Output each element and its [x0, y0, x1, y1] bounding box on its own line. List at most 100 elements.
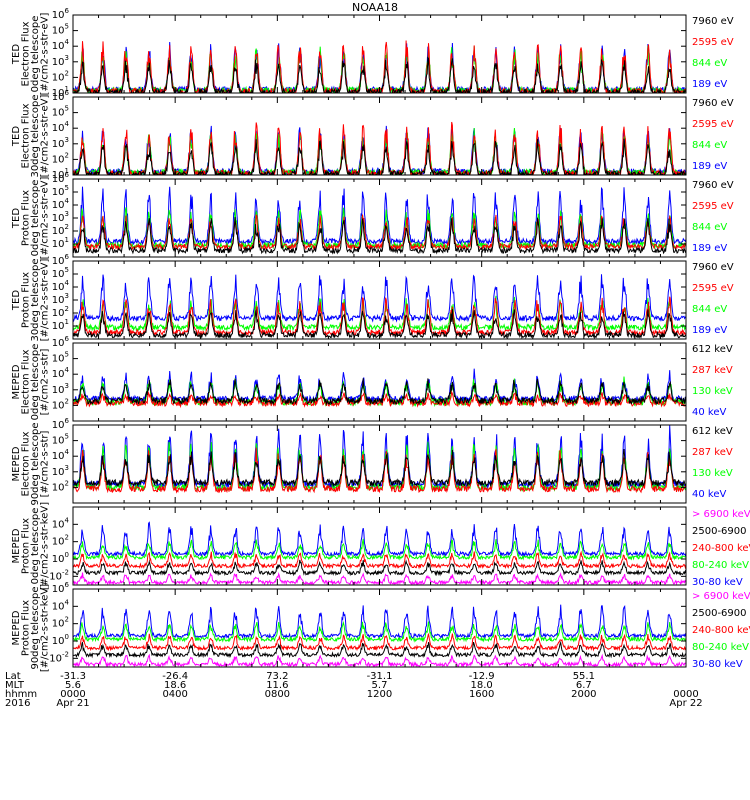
y-tick-label: 102: [52, 534, 69, 548]
y-axis-title-line: [#/cm2-s-str]: [39, 348, 50, 415]
y-tick-exponent: 4: [65, 197, 70, 205]
y-tick-label: 105: [52, 266, 69, 280]
y-axis-title-line: Proton Flux: [20, 518, 31, 574]
series-trace-2: [73, 45, 686, 93]
y-tick-exponent: 0: [65, 633, 69, 641]
panel-2-data: [73, 121, 686, 175]
y-tick-exponent: 2: [65, 616, 69, 624]
legend-entry: 7960 eV: [692, 262, 734, 273]
y-axis-title-line: MEPED: [11, 364, 22, 399]
y-tick-exponent: 6: [65, 335, 70, 343]
y-axis-title-line: Proton Flux: [20, 272, 31, 328]
legend-entry: 2595 eV: [692, 119, 734, 130]
y-axis-title-line: TED: [11, 290, 22, 311]
legend-entry: 189 eV: [692, 79, 727, 90]
y-tick-exponent: 1: [65, 85, 69, 93]
series-trace-2: [73, 620, 686, 643]
series-trace-4: [73, 559, 686, 577]
y-axis-title-line: TED: [11, 44, 22, 65]
series-trace-3: [73, 214, 686, 251]
y-tick-label: 102: [52, 616, 69, 630]
panel-frame: [72, 342, 687, 422]
y-axis-title-line: [#/cm2-s-str-eV]: [39, 259, 50, 342]
y-tick-label: 102: [52, 305, 69, 319]
y-axis-title: TEDElectron Flux0deg telescope[#/cm2-s-s…: [11, 13, 51, 96]
panel-6-data: [73, 425, 686, 494]
panel-frame: [72, 96, 687, 176]
y-axis-title-line: Electron Flux: [20, 349, 31, 414]
y-axis-title-line: [#/cm2-s-str-eV]: [39, 177, 50, 260]
legend-entry: 189 eV: [692, 243, 727, 254]
x-tick-label: 5.7: [372, 680, 388, 691]
y-tick-label: 104: [52, 279, 70, 293]
y-tick-exponent: 5: [65, 184, 69, 192]
y-tick-exponent: 6: [65, 417, 70, 425]
x-tick-label: -26.4: [162, 671, 188, 682]
y-tick-exponent: 6: [65, 7, 70, 15]
legend-entry: 80-240 keV: [692, 560, 749, 571]
x-tick-label: 0800: [265, 689, 290, 700]
series-trace-1: [73, 604, 686, 640]
series-trace-4: [73, 640, 686, 659]
y-tick-label: 104: [52, 598, 70, 612]
y-axis-title-line: [#/cm2-s-str-eV]: [39, 95, 50, 178]
y-axis-title: TEDElectron Flux30deg telescope[#/cm2-s-…: [11, 94, 51, 177]
series-trace-4: [73, 378, 686, 406]
y-tick-exponent: 2: [65, 479, 69, 487]
y-axis-title-line: [#/cm2-s-str-eV]: [39, 13, 50, 96]
y-tick-label: 106: [52, 171, 70, 185]
y-axis-title-line: [#/cm2-s-str]: [39, 430, 50, 497]
y-axis-title-line: TED: [11, 126, 22, 147]
series-trace-1: [73, 368, 686, 404]
y-tick-exponent: 4: [65, 279, 70, 287]
y-tick-label: 105: [52, 351, 69, 365]
y-axis-title-line: 0deg telescope: [30, 180, 41, 257]
legend-entry: 130 keV: [692, 468, 733, 479]
y-axis-title-line: Electron Flux: [20, 103, 31, 168]
legend-entry: 189 eV: [692, 325, 727, 336]
x-tick-label: Apr 21: [56, 698, 89, 709]
y-tick-exponent: 4: [65, 120, 70, 128]
y-tick-exponent: 6: [65, 171, 70, 179]
y-tick-exponent: 2: [65, 305, 69, 313]
chart-title: NOAA18: [352, 1, 398, 14]
legend-entry: 30-80 keV: [692, 577, 743, 588]
y-axis-title-line: 0deg telescope: [30, 344, 41, 421]
x-tick-label: 18.6: [164, 680, 186, 691]
y-axis-title-line: [#/cm2-s-str-keV]: [39, 502, 50, 590]
y-tick-exponent: 1: [65, 167, 69, 175]
series-trace-2: [73, 295, 686, 332]
x-tick-label: 18.0: [471, 680, 493, 691]
legend-entry: 287 keV: [692, 447, 733, 458]
y-tick-exponent: 5: [65, 23, 69, 31]
y-tick-label: 102: [52, 479, 69, 493]
x-tick-label: -12.9: [469, 671, 495, 682]
series-trace-3: [73, 447, 686, 494]
x-tick-label: -31.1: [367, 671, 393, 682]
y-axis-title-line: Proton Flux: [20, 190, 31, 246]
y-tick-exponent: 3: [65, 464, 69, 472]
x-tick-label: Apr 22: [669, 698, 702, 709]
x-row-label: hhmm: [5, 689, 37, 700]
series-trace-3: [73, 633, 686, 652]
legend-entry: 30-80 keV: [692, 659, 743, 670]
x-tick-label: 11.6: [266, 680, 288, 691]
y-tick-label: 102: [52, 69, 69, 83]
y-tick-exponent: 4: [65, 366, 70, 374]
y-tick-exponent: 0: [65, 551, 69, 559]
y-tick-label: 105: [52, 105, 69, 119]
legend-entry: 2595 eV: [692, 201, 734, 212]
legend-entry: 240-800 keV: [692, 625, 750, 636]
y-tick-label: 106: [52, 7, 70, 21]
y-axis-title-line: Proton Flux: [20, 600, 31, 656]
legend-entry: 287 keV: [692, 365, 733, 376]
y-tick-exponent: 3: [65, 136, 69, 144]
